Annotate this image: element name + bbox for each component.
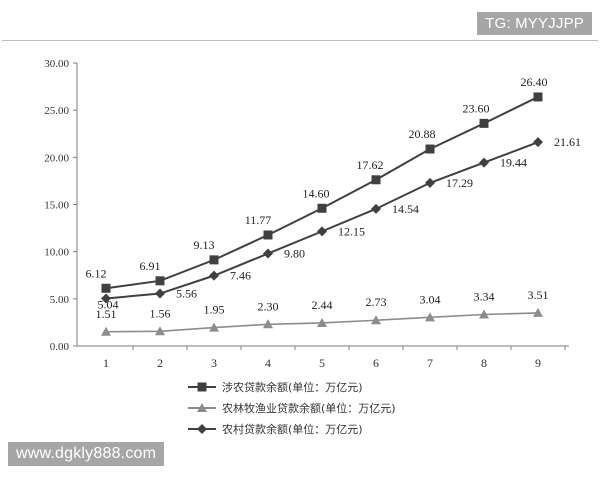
legend-label: 涉农贷款余额(单位：万亿元) [222,380,363,394]
series-2: 5.04 5.56 7.46 9.80 12.15 14.54 17.29 19.44 21.6… [98,135,582,311]
x-tick-label: 3 [211,356,217,370]
data-label: 21.61 [554,135,581,149]
data-label: 17.62 [357,158,384,172]
data-point [425,144,435,154]
data-point [263,248,273,259]
data-point [317,317,327,327]
data-point [317,226,327,237]
legend-label: 农林牧渔业贷款余额(单位：万亿元) [222,401,396,415]
data-label: 2.73 [366,295,387,309]
data-point [209,255,219,265]
data-label: 26.40 [521,75,548,89]
series-0: 6.12 6.91 9.13 11.77 14.60 17.62 20.88 23.60 26.… [86,75,548,293]
data-label: 11.77 [245,213,272,227]
data-label: 7.46 [230,269,251,283]
y-tick-label: 15.00 [44,200,69,212]
data-label: 5.04 [98,297,119,311]
data-point [209,322,219,332]
data-label: 1.95 [204,303,225,317]
data-point [533,137,543,148]
data-label: 14.60 [303,186,330,200]
legend-marker [197,424,207,434]
data-label: 2.30 [258,299,279,313]
legend: 涉农贷款余额(单位：万亿元) 农林牧渔业贷款余额(单位：万亿元) 农村贷款余额(单位… [188,380,396,436]
chart-frame: 0.00 5.00 10.00 15.00 20.00 25.00 30.00 1 2 3 4 5 6 7… [2,40,598,441]
data-point [209,270,219,281]
data-label: 1.56 [150,306,171,320]
x-tick-label: 8 [481,356,487,370]
watermark-top: TG: MYYJJPP [477,12,592,35]
data-label: 9.13 [194,238,215,252]
y-tick-label: 20.00 [44,152,69,164]
legend-item-1: 农林牧渔业贷款余额(单位：万亿元) [188,401,396,415]
legend-marker [197,403,207,412]
legend-label: 农村贷款余额(单位：万亿元) [222,422,363,436]
legend-item-2: 农村贷款余额(单位：万亿元) [188,422,363,436]
data-point [155,326,165,336]
series-layer: 6.12 6.91 9.13 11.77 14.60 17.62 20.88 23.60 26.… [86,75,582,336]
x-tick-label: 5 [319,356,325,370]
data-label: 9.80 [284,247,305,261]
data-point [101,326,111,336]
data-label: 2.44 [312,298,333,312]
data-point [425,177,435,188]
data-point [155,288,165,299]
legend-marker [197,382,207,392]
legend-item-0: 涉农贷款余额(单位：万亿元) [188,380,363,394]
y-tick-label: 30.00 [44,58,69,70]
x-tick-label: 9 [535,356,541,370]
data-point [371,315,381,325]
data-point [479,118,489,128]
watermark-bottom: www.dgkly888.com [8,442,165,466]
data-point [263,319,273,329]
data-point [101,293,111,304]
data-point [371,203,381,214]
data-point [155,276,165,286]
y-tick-label: 25.00 [44,105,69,117]
data-point [533,307,543,317]
line-chart: 0.00 5.00 10.00 15.00 20.00 25.00 30.00 1 2 3 4 5 6 7… [44,58,582,436]
data-point [101,283,111,293]
data-label: 6.91 [140,259,161,273]
data-point [533,92,543,102]
data-point [263,230,273,240]
data-label: 23.60 [463,101,490,115]
data-point [479,309,489,319]
data-point [371,175,381,185]
x-tick-label: 4 [265,356,271,370]
y-tick-label: 10.00 [44,247,69,259]
data-point [479,157,489,168]
x-tick-label: 2 [157,356,163,370]
data-label: 14.54 [392,202,419,216]
series-1: 1.51 1.56 1.95 2.30 2.44 2.73 3.04 3.34 3.51 [96,288,549,336]
data-label: 1.51 [96,307,117,321]
data-label: 19.44 [500,156,527,170]
x-tick-label: 1 [103,356,109,370]
data-label: 6.12 [86,266,107,280]
data-label: 17.29 [446,176,473,190]
x-tick-label: 7 [427,356,433,370]
data-point [425,312,435,322]
data-point [317,203,327,213]
y-tick-label: 0.00 [50,341,70,353]
data-label: 3.51 [528,288,549,302]
data-label: 12.15 [338,224,365,238]
data-label: 3.04 [420,292,441,306]
data-label: 3.34 [474,289,495,303]
axes: 0.00 5.00 10.00 15.00 20.00 25.00 30.00 1 2 3 4 5 6 7… [44,58,569,370]
data-label: 20.88 [409,127,436,141]
x-tick-label: 6 [373,356,379,370]
y-tick-label: 5.00 [50,294,70,306]
data-label: 5.56 [176,287,197,301]
series-line [105,141,539,300]
